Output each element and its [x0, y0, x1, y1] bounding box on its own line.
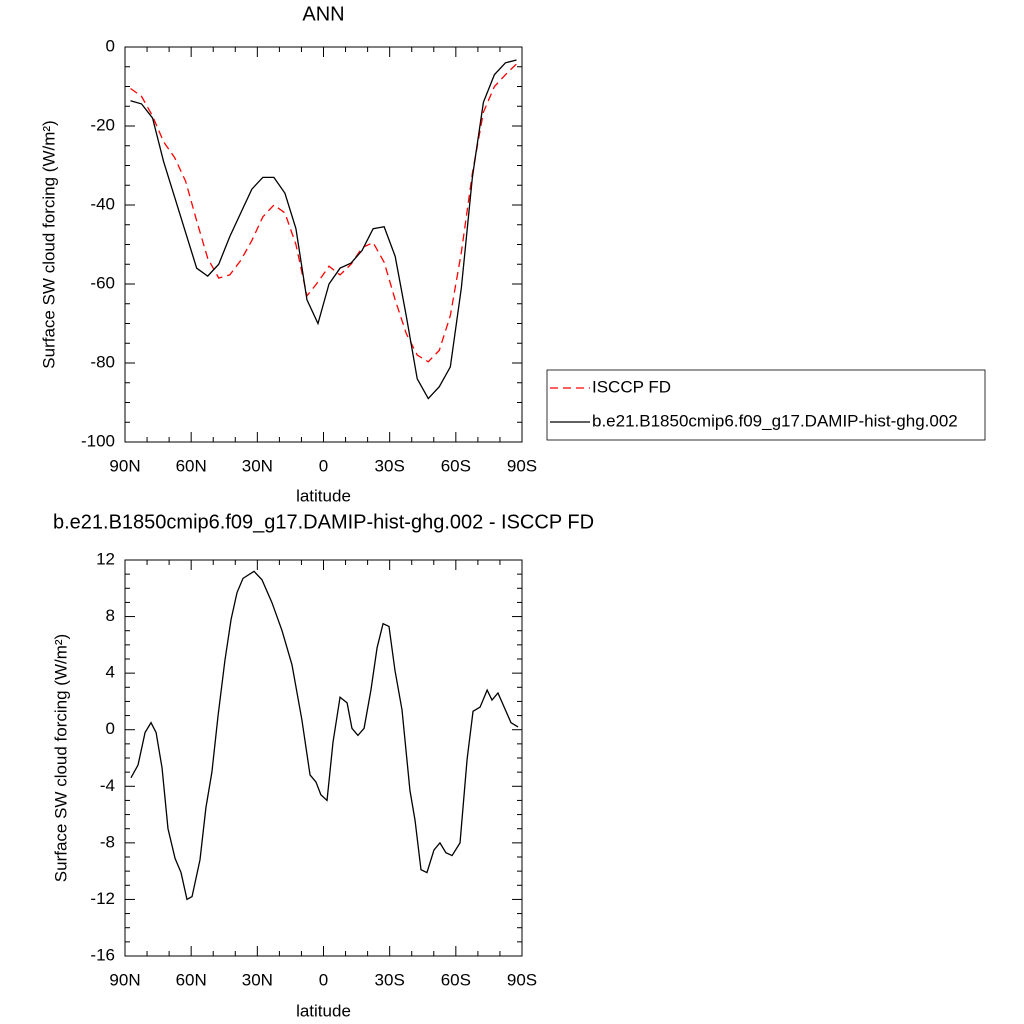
- data-line: [130, 570, 519, 901]
- x-tick-label: 30N: [242, 456, 273, 475]
- y-tick-label: 12: [96, 549, 115, 568]
- y-tick-label: -12: [90, 889, 115, 908]
- x-tick-label: 30S: [375, 456, 405, 475]
- x-tick-label: 60N: [176, 456, 207, 475]
- x-axis-label: latitude: [296, 486, 351, 505]
- y-tick-label: -40: [90, 194, 115, 213]
- y-tick-label: -4: [100, 776, 115, 795]
- x-tick-label: 0: [319, 970, 328, 989]
- x-tick-label: 60N: [176, 970, 207, 989]
- x-tick-label: 0: [319, 456, 328, 475]
- y-tick-label: -100: [81, 431, 115, 450]
- x-tick-label: 60S: [441, 456, 471, 475]
- y-tick-label: 4: [106, 663, 115, 682]
- legend-box: [546, 369, 986, 441]
- x-tick-label: 30N: [242, 970, 273, 989]
- y-tick-label: -20: [90, 115, 115, 134]
- data-line: [130, 63, 517, 363]
- y-axis-label: Surface SW cloud forcing (W/m²): [51, 634, 70, 882]
- chart-title: b.e21.B1850cmip6.f09_g17.DAMIP-hist-ghg.…: [53, 511, 594, 533]
- plot-frame: [124, 46, 523, 443]
- legend-label: b.e21.B1850cmip6.f09_g17.DAMIP-hist-ghg.…: [592, 411, 958, 430]
- legend-label: ISCCP FD: [592, 377, 671, 396]
- y-tick-label: 0: [106, 36, 115, 55]
- chart-title: ANN: [302, 3, 344, 25]
- y-tick-label: -80: [90, 352, 115, 371]
- x-tick-label: 30S: [375, 970, 405, 989]
- plot-frame: [124, 559, 523, 957]
- y-tick-label: -16: [90, 945, 115, 964]
- x-tick-label: 90N: [109, 456, 140, 475]
- y-tick-label: -8: [100, 832, 115, 851]
- y-axis-label: Surface SW cloud forcing (W/m²): [39, 120, 58, 368]
- x-axis-label: latitude: [296, 1001, 351, 1020]
- y-tick-label: -60: [90, 273, 115, 292]
- x-tick-label: 90N: [109, 970, 140, 989]
- data-line: [130, 59, 517, 400]
- y-tick-label: 0: [106, 719, 115, 738]
- x-tick-label: 90S: [507, 970, 537, 989]
- y-tick-label: 8: [106, 606, 115, 625]
- x-tick-label: 60S: [441, 970, 471, 989]
- x-tick-label: 90S: [507, 456, 537, 475]
